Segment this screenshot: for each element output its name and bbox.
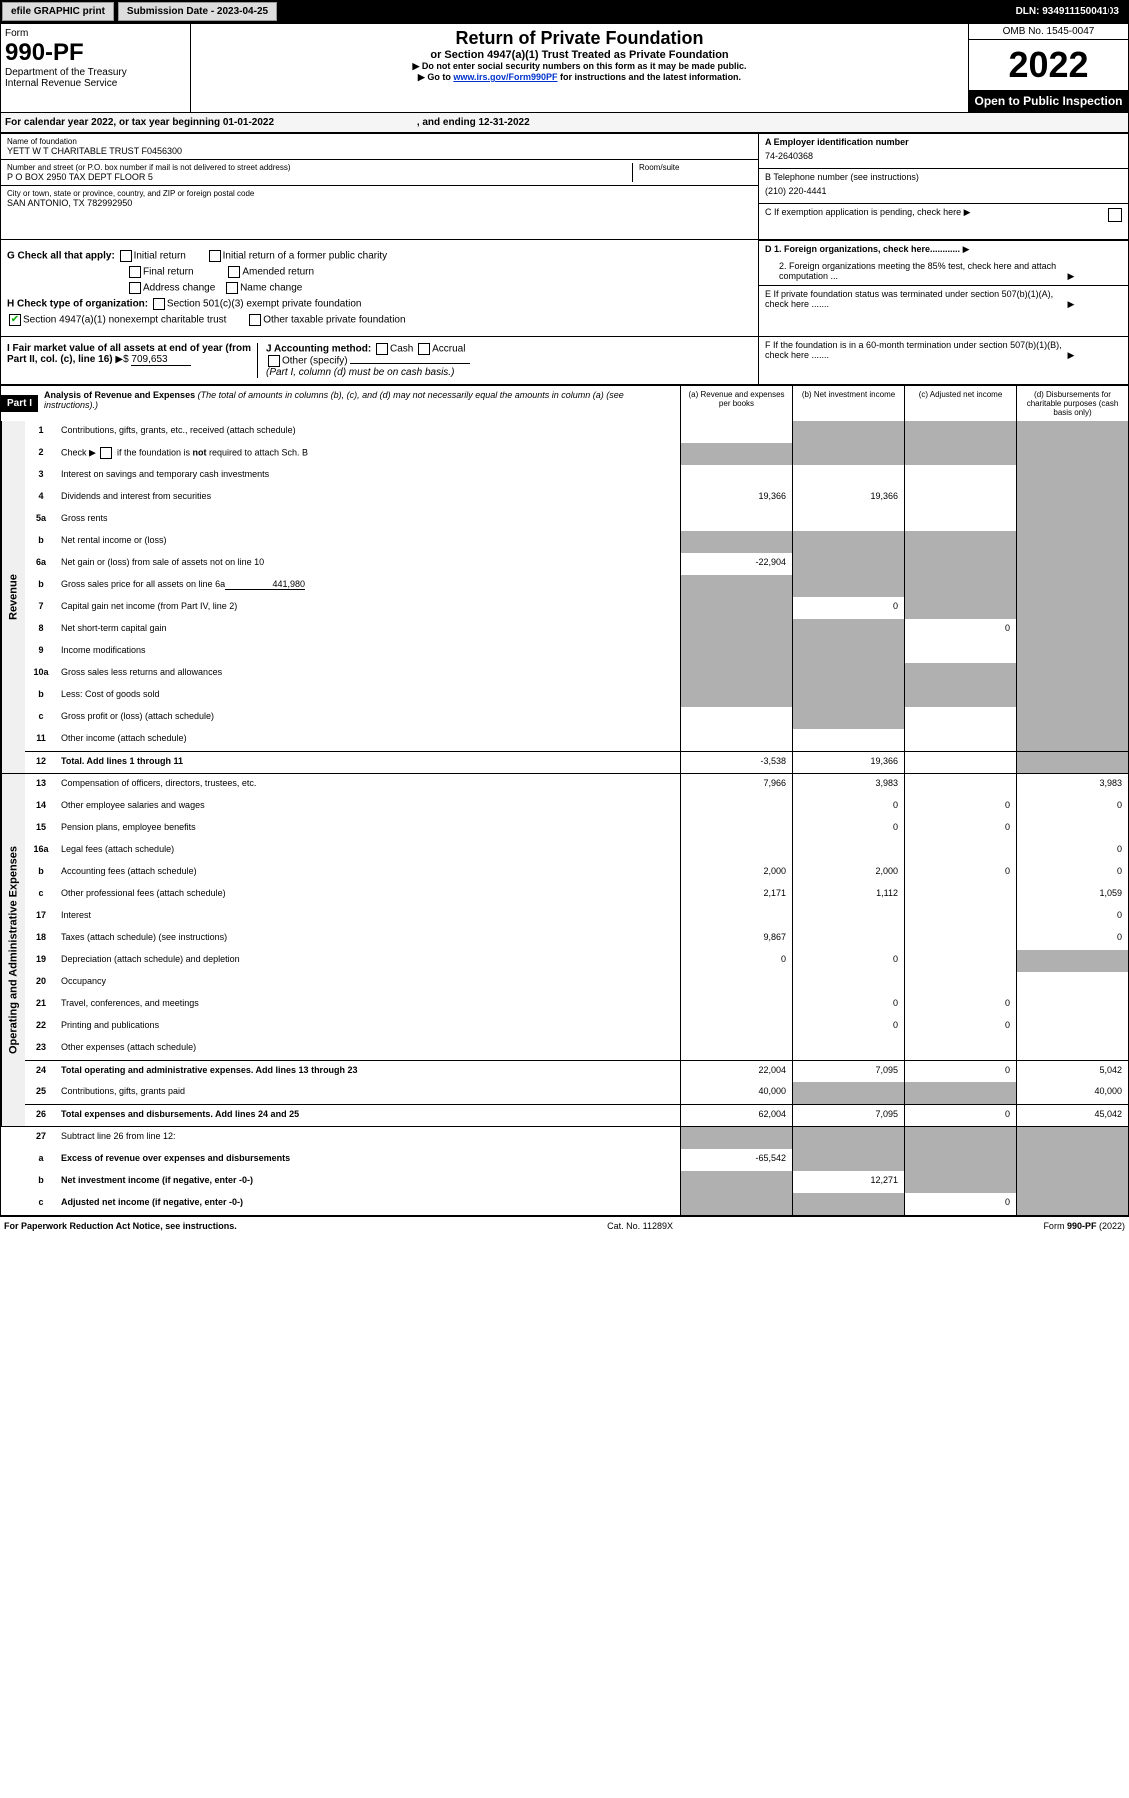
accrual-checkbox[interactable] (418, 343, 430, 355)
revenue-side-label: Revenue (1, 421, 25, 773)
submission-date: Submission Date - 2023-04-25 (118, 2, 277, 21)
calendar-year-row: For calendar year 2022, or tax year begi… (0, 113, 1129, 133)
omb-number: OMB No. 1545-0047 (969, 24, 1128, 40)
d1-label: D 1. Foreign organizations, check here..… (765, 244, 960, 254)
ein-value: 74-2640368 (765, 147, 1122, 165)
e-label: E If private foundation status was termi… (765, 289, 1065, 309)
final-return-checkbox[interactable] (129, 266, 141, 278)
col-d-header: (d) Disbursements for charitable purpose… (1016, 386, 1128, 421)
room-label: Room/suite (639, 163, 752, 172)
i-arrow: ▶$ (115, 354, 128, 365)
irs-label: Internal Revenue Service (5, 78, 186, 89)
instr-2: ▶ Go to www.irs.gov/Form990PF for instru… (195, 72, 964, 83)
form-header: Form 990-PF Department of the Treasury I… (0, 23, 1129, 113)
initial-return-checkbox[interactable] (120, 250, 132, 262)
dept-label: Department of the Treasury (5, 67, 186, 78)
j-note: (Part I, column (d) must be on cash basi… (266, 367, 752, 378)
form-label: Form (5, 28, 186, 39)
other-taxable-checkbox[interactable] (249, 314, 261, 326)
phone-label: B Telephone number (see instructions) (765, 172, 1122, 182)
i-value: 709,653 (131, 354, 191, 366)
efile-button[interactable]: efile GRAPHIC print (2, 2, 114, 21)
top-bar: efile GRAPHIC print Submission Date - 20… (0, 0, 1129, 23)
i-label: I Fair market value of all assets at end… (7, 343, 251, 365)
addr-label: Number and street (or P.O. box number if… (7, 163, 632, 172)
inspection-label: Open to Public Inspection (969, 90, 1128, 112)
col-b-header: (b) Net investment income (792, 386, 904, 421)
initial-former-checkbox[interactable] (209, 250, 221, 262)
city-label: City or town, state or province, country… (7, 189, 752, 198)
schb-checkbox[interactable] (100, 447, 112, 459)
form-number: 990-PF (5, 39, 186, 67)
form-subtitle: or Section 4947(a)(1) Trust Treated as P… (195, 49, 964, 61)
cash-checkbox[interactable] (376, 343, 388, 355)
expenses-side-label: Operating and Administrative Expenses (1, 774, 25, 1126)
h-label: H Check type of organization: (7, 299, 148, 310)
name-label: Name of foundation (7, 137, 752, 146)
tax-year: 2022 (969, 40, 1128, 90)
amended-return-checkbox[interactable] (228, 266, 240, 278)
col-a-header: (a) Revenue and expenses per books (680, 386, 792, 421)
page-footer: For Paperwork Reduction Act Notice, see … (0, 1216, 1129, 1235)
instr-1: ▶ Do not enter social security numbers o… (195, 61, 964, 72)
footer-right: Form 990-PF (2022) (1043, 1221, 1125, 1231)
foundation-address: P O BOX 2950 TAX DEPT FLOOR 5 (7, 172, 632, 182)
4947-checkbox[interactable] (9, 314, 21, 326)
f-label: F If the foundation is in a 60-month ter… (765, 340, 1065, 360)
d2-label: 2. Foreign organizations meeting the 85%… (765, 261, 1065, 281)
foundation-name: YETT W T CHARITABLE TRUST F0456300 (7, 146, 752, 156)
c-checkbox[interactable] (1108, 208, 1122, 222)
part1-title: Analysis of Revenue and Expenses (44, 390, 195, 400)
ein-label: A Employer identification number (765, 137, 1122, 147)
foundation-city: SAN ANTONIO, TX 782992950 (7, 198, 752, 208)
f-checkbox[interactable] (1109, 4, 1123, 18)
form-title: Return of Private Foundation (195, 28, 964, 49)
footer-left: For Paperwork Reduction Act Notice, see … (4, 1221, 237, 1231)
c-label: C If exemption application is pending, c… (765, 207, 961, 217)
name-change-checkbox[interactable] (226, 282, 238, 294)
501c3-checkbox[interactable] (153, 298, 165, 310)
footer-mid: Cat. No. 11289X (607, 1221, 673, 1231)
other-method-checkbox[interactable] (268, 355, 280, 367)
address-change-checkbox[interactable] (129, 282, 141, 294)
phone-value: (210) 220-4441 (765, 182, 1122, 200)
j-label: J Accounting method: (266, 344, 371, 355)
col-c-header: (c) Adjusted net income (904, 386, 1016, 421)
g-label: G Check all that apply: (7, 251, 115, 262)
part1-label: Part I (1, 395, 38, 412)
instructions-link[interactable]: www.irs.gov/Form990PF (453, 72, 557, 82)
